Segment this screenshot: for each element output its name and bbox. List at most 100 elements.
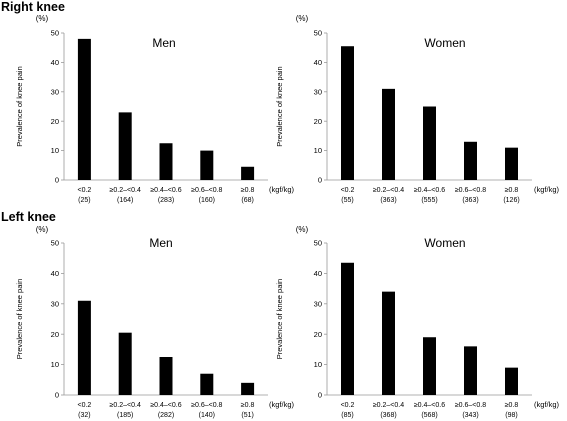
x-unit-label: (kgf/kg) bbox=[534, 400, 560, 409]
x-count-label: (555) bbox=[421, 197, 437, 204]
y-tick-label: 50 bbox=[51, 239, 59, 248]
x-count-label: (51) bbox=[241, 412, 253, 419]
bar-chart-right-women: 0 10 20 30 40 50 (%) Prevalence of knee pain Wom… bbox=[275, 14, 560, 204]
y-axis-label: Prevalence of knee pain bbox=[275, 279, 284, 359]
y-tick-label: 30 bbox=[51, 87, 59, 96]
bar bbox=[77, 300, 91, 395]
x-count-label: (98) bbox=[505, 412, 517, 419]
y-unit-label: (%) bbox=[296, 225, 309, 234]
x-count-label: (283) bbox=[158, 197, 174, 204]
x-category-label: <0.2 bbox=[341, 187, 355, 194]
bar bbox=[464, 141, 477, 180]
x-category-label: ≥0.6–<0.8 bbox=[191, 402, 222, 409]
x-count-label: (164) bbox=[117, 197, 133, 204]
y-tick-label: 10 bbox=[51, 360, 59, 369]
x-unit-label: (kgf/kg) bbox=[534, 185, 560, 194]
panel-title: Men bbox=[152, 36, 175, 50]
x-category-label: ≥0.8 bbox=[505, 187, 519, 194]
y-tick-label: 40 bbox=[51, 269, 59, 278]
x-count-label: (282) bbox=[158, 412, 174, 419]
bar bbox=[118, 112, 132, 180]
x-unit-label: (kgf/kg) bbox=[269, 400, 295, 409]
section-title-left-knee: Left knee bbox=[1, 210, 56, 224]
x-count-label: (363) bbox=[380, 197, 396, 204]
y-tick-label: 10 bbox=[314, 360, 322, 369]
y-axis-label: Prevalence of knee pain bbox=[15, 279, 24, 359]
x-count-label: (368) bbox=[380, 412, 396, 419]
bar bbox=[159, 143, 173, 180]
x-category-label: ≥0.8 bbox=[241, 402, 255, 409]
x-count-label: (126) bbox=[503, 197, 519, 204]
x-category-label: <0.2 bbox=[341, 402, 355, 409]
y-tick-label: 0 bbox=[318, 391, 322, 400]
section-title-right-knee: Right knee bbox=[1, 0, 65, 14]
x-category-label: ≥0.4–<0.6 bbox=[414, 402, 445, 409]
y-tick-label: 40 bbox=[51, 58, 59, 67]
x-category-label: ≥0.4–<0.6 bbox=[414, 187, 445, 194]
x-count-label: (160) bbox=[199, 197, 215, 204]
x-category-label: ≥0.6–<0.8 bbox=[191, 187, 222, 194]
y-unit-label: (%) bbox=[36, 14, 49, 23]
y-tick-label: 30 bbox=[51, 299, 59, 308]
x-category-label: <0.2 bbox=[77, 402, 91, 409]
bar bbox=[200, 373, 214, 395]
y-tick-label: 40 bbox=[314, 58, 322, 67]
y-tick-label: 40 bbox=[314, 269, 322, 278]
bar bbox=[159, 357, 173, 395]
y-tick-label: 30 bbox=[314, 299, 322, 308]
y-tick-label: 0 bbox=[318, 176, 322, 185]
x-category-label: ≥0.2–<0.4 bbox=[110, 402, 141, 409]
panel-title: Women bbox=[424, 236, 465, 250]
bar bbox=[464, 346, 477, 395]
x-category-label: ≥0.8 bbox=[505, 402, 519, 409]
x-category-label: ≥0.6–<0.8 bbox=[455, 187, 486, 194]
bar bbox=[423, 106, 436, 180]
bar bbox=[241, 382, 255, 395]
bar bbox=[505, 147, 518, 180]
bar bbox=[200, 150, 214, 180]
y-tick-label: 50 bbox=[314, 239, 322, 248]
x-count-label: (85) bbox=[341, 412, 353, 419]
y-axis-label: Prevalence of knee pain bbox=[275, 66, 284, 146]
x-count-label: (32) bbox=[78, 412, 90, 419]
y-tick-label: 0 bbox=[55, 391, 59, 400]
bar bbox=[382, 291, 395, 395]
x-count-label: (363) bbox=[462, 197, 478, 204]
panel-title: Men bbox=[149, 236, 172, 250]
x-category-label: ≥0.4–<0.6 bbox=[150, 187, 181, 194]
y-axis-label: Prevalence of knee pain bbox=[15, 66, 24, 146]
bar bbox=[382, 88, 395, 180]
y-tick-label: 0 bbox=[55, 176, 59, 185]
x-count-label: (140) bbox=[199, 412, 215, 419]
bar bbox=[77, 38, 91, 180]
x-count-label: (68) bbox=[241, 197, 253, 204]
y-unit-label: (%) bbox=[296, 14, 309, 23]
x-category-label: ≥0.8 bbox=[241, 187, 255, 194]
x-unit-label: (kgf/kg) bbox=[269, 185, 295, 194]
bar bbox=[118, 332, 132, 395]
y-tick-label: 20 bbox=[51, 117, 59, 126]
bar bbox=[341, 262, 354, 395]
x-category-label: ≥0.2–<0.4 bbox=[110, 187, 141, 194]
x-category-label: ≥0.6–<0.8 bbox=[455, 402, 486, 409]
y-tick-label: 10 bbox=[314, 146, 322, 155]
y-tick-label: 30 bbox=[314, 87, 322, 96]
y-unit-label: (%) bbox=[36, 225, 49, 234]
y-tick-label: 20 bbox=[314, 117, 322, 126]
bar bbox=[341, 46, 354, 181]
x-category-label: <0.2 bbox=[77, 187, 91, 194]
bar bbox=[241, 166, 255, 180]
x-count-label: (568) bbox=[421, 412, 437, 419]
x-count-label: (185) bbox=[117, 412, 133, 419]
y-tick-label: 20 bbox=[314, 330, 322, 339]
x-category-label: ≥0.4–<0.6 bbox=[150, 402, 181, 409]
x-count-label: (25) bbox=[78, 197, 90, 204]
y-tick-label: 10 bbox=[51, 146, 59, 155]
x-category-label: ≥0.2–<0.4 bbox=[373, 187, 404, 194]
bar-chart-right-men: 0 10 20 30 40 50(%) Prevalence of knee pain Men… bbox=[15, 14, 295, 204]
x-category-label: ≥0.2–<0.4 bbox=[373, 402, 404, 409]
panel-title: Women bbox=[424, 36, 465, 50]
bar-chart-left-women: 0 10 20 30 40 50 (%) Prevalence of knee pain Wom… bbox=[275, 225, 560, 419]
